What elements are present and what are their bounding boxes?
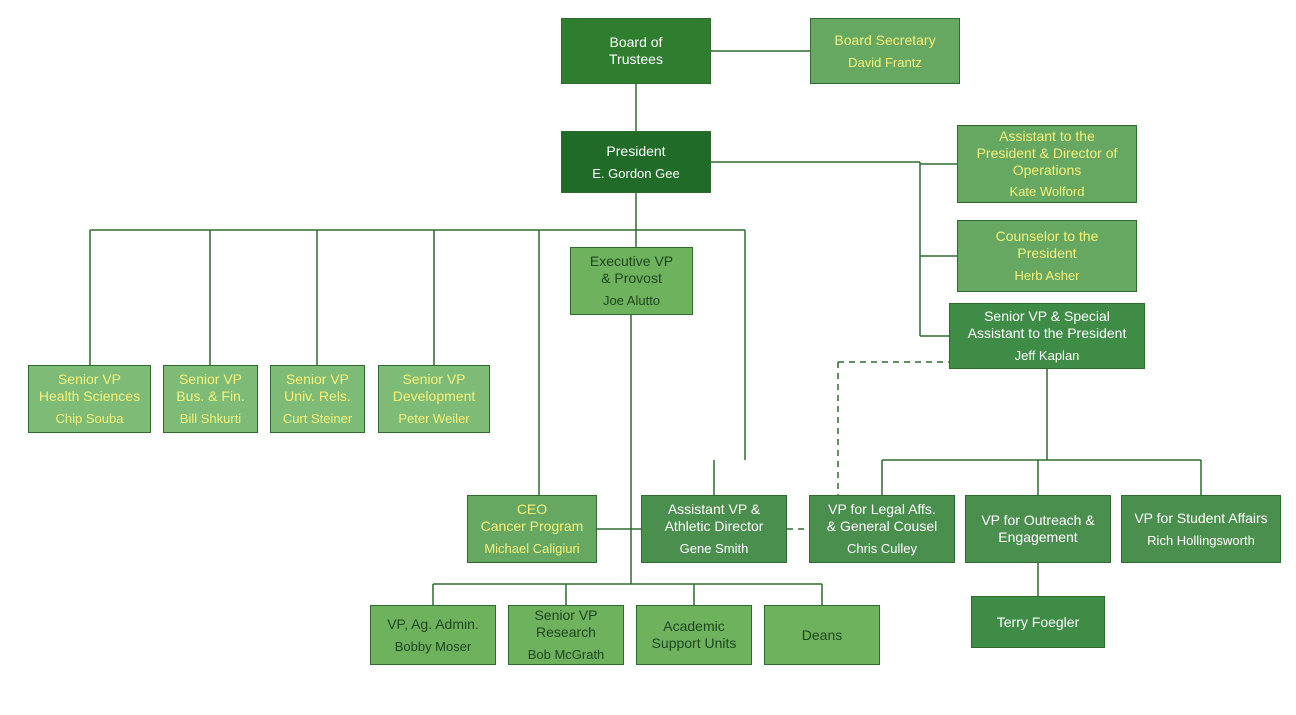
node-vp_student: VP for Student Affairs Rich Hollingsworth: [1121, 495, 1281, 563]
node-title: Senior VPBus. & Fin.: [176, 371, 244, 405]
node-svp_special: Senior VP & SpecialAssistant to the Pres…: [949, 303, 1145, 369]
node-name: Chip Souba: [56, 411, 124, 427]
node-title: VP for Legal Affs.& General Cousel: [827, 501, 938, 535]
node-counselor: Counselor to thePresident Herb Asher: [957, 220, 1137, 292]
node-title: Assistant VP &Athletic Director: [665, 501, 764, 535]
node-title: Board Secretary: [834, 32, 935, 49]
node-trustees: Board ofTrustees: [561, 18, 711, 84]
node-vp_ag: VP, Ag. Admin. Bobby Moser: [370, 605, 496, 665]
node-title: Executive VP& Provost: [590, 253, 673, 287]
node-name: Bobby Moser: [395, 639, 472, 655]
node-avp_athletic: Assistant VP &Athletic Director Gene Smit…: [641, 495, 787, 563]
node-name: Joe Alutto: [603, 293, 660, 309]
node-name: Chris Culley: [847, 541, 917, 557]
node-name: Bill Shkurti: [180, 411, 241, 427]
node-name: Bob McGrath: [528, 647, 605, 663]
node-title: VP, Ag. Admin.: [387, 616, 479, 633]
node-name: Herb Asher: [1014, 268, 1079, 284]
node-title: Senior VPDevelopment: [393, 371, 476, 405]
node-title: VP for Student Affairs: [1134, 510, 1267, 527]
org-chart-canvas: Board ofTrustees Board Secretary David Fra…: [0, 0, 1296, 715]
node-name: David Frantz: [848, 55, 922, 71]
node-title: Senior VPResearch: [534, 607, 597, 641]
node-svp_health: Senior VPHealth Sciences Chip Souba: [28, 365, 151, 433]
node-name: Michael Caligiuri: [484, 541, 579, 557]
node-asst_pres: Assistant to thePresident & Director ofO…: [957, 125, 1137, 203]
node-title: Senior VPUniv. Rels.: [284, 371, 351, 405]
node-secretary: Board Secretary David Frantz: [810, 18, 960, 84]
node-terry: Terry Foegler: [971, 596, 1105, 648]
node-name: Rich Hollingsworth: [1147, 533, 1255, 549]
node-svp_research: Senior VPResearch Bob McGrath: [508, 605, 624, 665]
node-title: Terry Foegler: [997, 614, 1079, 631]
node-name: Peter Weiler: [398, 411, 469, 427]
node-name: Gene Smith: [680, 541, 749, 557]
node-ceo_cancer: CEOCancer Program Michael Caligiuri: [467, 495, 597, 563]
node-title: Senior VP & SpecialAssistant to the Pres…: [968, 308, 1127, 342]
node-title: AcademicSupport Units: [652, 618, 737, 652]
node-name: Curt Steiner: [283, 411, 352, 427]
node-vp_legal: VP for Legal Affs.& General Cousel Chris …: [809, 495, 955, 563]
node-title: VP for Outreach &Engagement: [981, 512, 1094, 546]
node-title: Deans: [802, 627, 842, 644]
node-svp_busfin: Senior VPBus. & Fin. Bill Shkurti: [163, 365, 258, 433]
node-name: Jeff Kaplan: [1015, 348, 1080, 364]
node-name: Kate Wolford: [1010, 184, 1085, 200]
node-svp_dev: Senior VPDevelopment Peter Weiler: [378, 365, 490, 433]
node-title: President: [606, 143, 665, 160]
node-title: CEOCancer Program: [481, 501, 584, 535]
node-academic: AcademicSupport Units: [636, 605, 752, 665]
node-provost: Executive VP& Provost Joe Alutto: [570, 247, 693, 315]
node-title: Assistant to thePresident & Director ofO…: [977, 128, 1118, 178]
node-title: Senior VPHealth Sciences: [39, 371, 140, 405]
node-title: Board ofTrustees: [609, 34, 663, 68]
node-name: E. Gordon Gee: [592, 166, 679, 182]
node-president: President E. Gordon Gee: [561, 131, 711, 193]
node-vp_outreach: VP for Outreach &Engagement: [965, 495, 1111, 563]
node-deans: Deans: [764, 605, 880, 665]
node-svp_univ: Senior VPUniv. Rels. Curt Steiner: [270, 365, 365, 433]
node-title: Counselor to thePresident: [996, 228, 1099, 262]
